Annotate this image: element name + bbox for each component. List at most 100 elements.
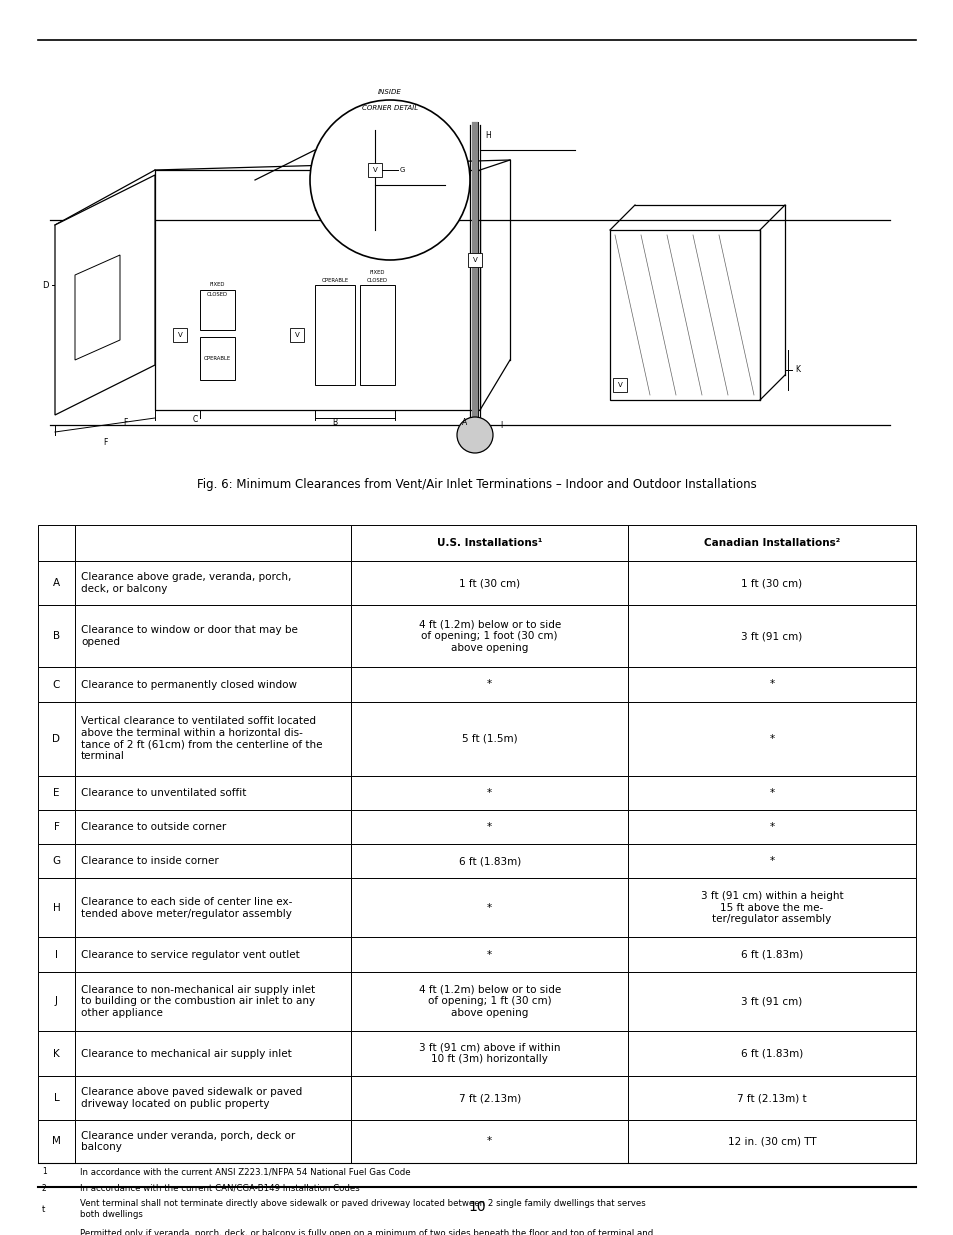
- Text: U.S. Installations¹: U.S. Installations¹: [436, 538, 542, 548]
- Text: 3 ft (91 cm) above if within
10 ft (3m) horizontally: 3 ft (91 cm) above if within 10 ft (3m) …: [418, 1042, 560, 1065]
- Text: CLOSED: CLOSED: [366, 279, 387, 284]
- Text: Vent terminal shall not terminate directly above sidewalk or paved driveway loca: Vent terminal shall not terminate direct…: [80, 1199, 645, 1219]
- Text: 3 ft (91 cm): 3 ft (91 cm): [740, 631, 801, 641]
- Text: F: F: [103, 438, 107, 447]
- Bar: [627, 1120, 915, 1163]
- Bar: [38, 562, 74, 605]
- Bar: [351, 972, 627, 1031]
- Bar: [613, 378, 626, 391]
- Text: G: G: [52, 856, 60, 866]
- Bar: [74, 878, 351, 937]
- Text: A: A: [462, 417, 467, 427]
- Text: Clearance to service regulator vent outlet: Clearance to service regulator vent outl…: [81, 950, 299, 960]
- Bar: [74, 776, 351, 810]
- Text: H: H: [484, 131, 490, 140]
- Text: FIXED: FIXED: [369, 270, 384, 275]
- Bar: [609, 230, 760, 400]
- Text: Clearance to window or door that may be
opened: Clearance to window or door that may be …: [81, 625, 297, 647]
- Text: *: *: [769, 734, 774, 743]
- Text: 3 ft (91 cm) within a height
15 ft above the me-
ter/regulator assembly: 3 ft (91 cm) within a height 15 ft above…: [700, 892, 842, 925]
- Bar: [627, 1031, 915, 1077]
- Text: B: B: [52, 631, 60, 641]
- Text: Clearance above grade, veranda, porch,
deck, or balcony: Clearance above grade, veranda, porch, d…: [81, 572, 291, 594]
- Text: V: V: [617, 382, 621, 388]
- Bar: [38, 878, 74, 937]
- Bar: [627, 1077, 915, 1120]
- Polygon shape: [75, 254, 120, 359]
- Text: H: H: [52, 903, 60, 913]
- Text: 1: 1: [42, 1167, 47, 1177]
- Bar: [627, 972, 915, 1031]
- Text: 4 ft (1.2m) below or to side
of opening; 1 ft (30 cm)
above opening: 4 ft (1.2m) below or to side of opening;…: [418, 984, 560, 1018]
- Bar: [368, 163, 381, 177]
- Bar: [627, 701, 915, 776]
- Text: 10: 10: [468, 1200, 485, 1214]
- Bar: [627, 605, 915, 667]
- Text: *: *: [769, 856, 774, 866]
- Text: Clearance to inside corner: Clearance to inside corner: [81, 856, 218, 866]
- Bar: [351, 810, 627, 844]
- Text: C: C: [193, 415, 197, 424]
- Bar: [200, 290, 234, 330]
- Bar: [351, 937, 627, 972]
- Text: M: M: [52, 1136, 61, 1146]
- Text: G: G: [399, 167, 405, 173]
- Bar: [351, 562, 627, 605]
- Text: 1 ft (30 cm): 1 ft (30 cm): [740, 578, 801, 588]
- Text: E: E: [53, 788, 60, 798]
- Text: 3 ft (91 cm): 3 ft (91 cm): [740, 997, 801, 1007]
- Text: Clearance to mechanical air supply inlet: Clearance to mechanical air supply inlet: [81, 1049, 292, 1058]
- Polygon shape: [55, 175, 154, 415]
- Text: In accordance with the current ANSI Z223.1/NFPA 54 National Fuel Gas Code: In accordance with the current ANSI Z223…: [80, 1167, 410, 1177]
- Text: FIXED: FIXED: [209, 283, 225, 288]
- Text: 6 ft (1.83m): 6 ft (1.83m): [458, 856, 520, 866]
- Text: Clearance under veranda, porch, deck or
balcony: Clearance under veranda, porch, deck or …: [81, 1130, 294, 1152]
- Bar: [74, 844, 351, 878]
- Bar: [74, 525, 351, 562]
- Text: INSIDE: INSIDE: [377, 89, 401, 95]
- Bar: [351, 844, 627, 878]
- Bar: [627, 667, 915, 701]
- Bar: [38, 776, 74, 810]
- Text: J: J: [55, 997, 58, 1007]
- Bar: [74, 972, 351, 1031]
- Text: Vertical clearance to ventilated soffit located
above the terminal within a hori: Vertical clearance to ventilated soffit …: [81, 716, 322, 761]
- Bar: [351, 1120, 627, 1163]
- Text: K: K: [794, 366, 800, 374]
- Circle shape: [310, 100, 470, 261]
- Text: L: L: [53, 1093, 59, 1103]
- Text: CORNER DETAIL: CORNER DETAIL: [361, 105, 417, 111]
- Bar: [627, 878, 915, 937]
- Bar: [468, 253, 481, 267]
- Text: 7 ft (2.13m) t: 7 ft (2.13m) t: [737, 1093, 806, 1103]
- Bar: [38, 667, 74, 701]
- Bar: [74, 562, 351, 605]
- Bar: [154, 170, 479, 410]
- Bar: [74, 667, 351, 701]
- Bar: [627, 562, 915, 605]
- Text: 1 ft (30 cm): 1 ft (30 cm): [458, 578, 519, 588]
- Text: *: *: [487, 823, 492, 832]
- Bar: [74, 937, 351, 972]
- Text: *: *: [769, 788, 774, 798]
- Text: *: *: [769, 679, 774, 689]
- Bar: [38, 525, 74, 562]
- Text: Clearance to non-mechanical air supply inlet
to building or the combustion air i: Clearance to non-mechanical air supply i…: [81, 984, 314, 1018]
- Text: *: *: [487, 950, 492, 960]
- Bar: [351, 701, 627, 776]
- Text: Canadian Installations²: Canadian Installations²: [703, 538, 840, 548]
- Bar: [351, 1031, 627, 1077]
- Text: *: *: [487, 1136, 492, 1146]
- Bar: [351, 878, 627, 937]
- Bar: [351, 605, 627, 667]
- Text: 7 ft (2.13m): 7 ft (2.13m): [458, 1093, 520, 1103]
- Bar: [74, 605, 351, 667]
- Bar: [627, 776, 915, 810]
- Text: D: D: [42, 280, 49, 289]
- Text: V: V: [177, 332, 182, 338]
- Bar: [38, 972, 74, 1031]
- Bar: [359, 285, 395, 385]
- Text: Clearance to outside corner: Clearance to outside corner: [81, 823, 226, 832]
- Text: V: V: [472, 257, 476, 263]
- Text: Clearance above paved sidewalk or paved
driveway located on public property: Clearance above paved sidewalk or paved …: [81, 1087, 302, 1109]
